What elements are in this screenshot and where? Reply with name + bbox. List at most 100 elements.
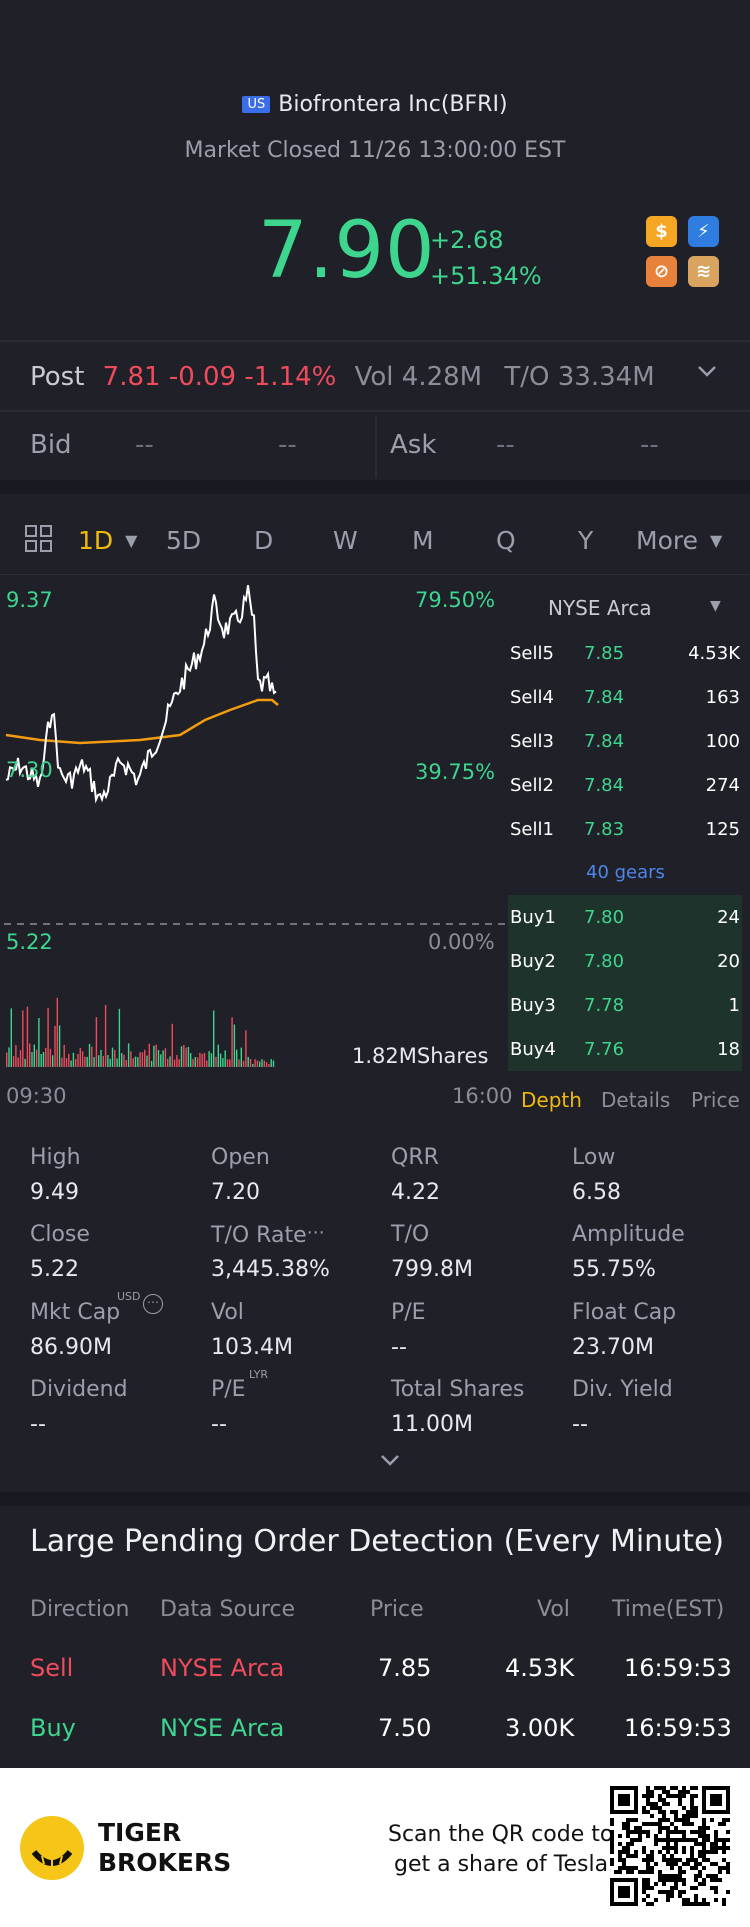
tab-depth[interactable]: Depth bbox=[521, 1088, 582, 1112]
tab-q[interactable]: Q bbox=[496, 526, 516, 555]
volume-bar bbox=[144, 1049, 146, 1067]
volume-bar bbox=[236, 1049, 238, 1067]
ask-label: Ask bbox=[390, 430, 437, 460]
volume-bar bbox=[187, 1046, 190, 1067]
volume-bar bbox=[231, 1017, 233, 1067]
tab-w[interactable]: W bbox=[333, 526, 358, 555]
stock-name: Biofrontera Inc(BFRI) bbox=[278, 92, 508, 117]
stat-open-value: 7.20 bbox=[211, 1180, 260, 1205]
order-book-buy4: Buy4 7.76 18 bbox=[510, 1027, 740, 1071]
level-price: 7.83 bbox=[584, 819, 625, 840]
intraday-chart[interactable] bbox=[0, 585, 510, 1085]
tiger-logo-icon bbox=[20, 1816, 84, 1880]
volume-bar bbox=[238, 1059, 240, 1067]
volume-bar bbox=[229, 1059, 231, 1067]
tab-price[interactable]: Price bbox=[691, 1088, 740, 1112]
volume-bar bbox=[61, 1057, 63, 1067]
grid-icon[interactable] bbox=[24, 524, 54, 554]
lightning-icon[interactable]: ⚡ bbox=[688, 216, 719, 247]
stock-title: US Biofrontera Inc(BFRI) bbox=[0, 92, 750, 117]
volume-bar bbox=[190, 1053, 192, 1067]
volume-bar bbox=[157, 1049, 160, 1067]
tab-1d[interactable]: 1D ▼ bbox=[78, 526, 137, 555]
stat-dividend-label: Dividend bbox=[30, 1377, 128, 1402]
tab-d[interactable]: D bbox=[254, 526, 274, 555]
tab-more[interactable]: More ▼ bbox=[636, 526, 722, 555]
stat-vol-value: 103.4M bbox=[211, 1335, 293, 1360]
volume-bar bbox=[272, 1060, 275, 1067]
volume-bar bbox=[88, 1043, 91, 1067]
volume-bar bbox=[77, 1054, 79, 1067]
info-icon[interactable]: ⋯ bbox=[306, 1222, 325, 1243]
stat-to-label: T/O bbox=[391, 1222, 430, 1247]
order-direction: Buy bbox=[30, 1714, 76, 1742]
level-price: 7.80 bbox=[584, 951, 625, 972]
col-vol: Vol bbox=[537, 1597, 570, 1622]
volume-bar bbox=[118, 1008, 121, 1067]
level-volume: 4.53K bbox=[688, 643, 740, 664]
tab-m[interactable]: M bbox=[412, 526, 434, 555]
info-icon[interactable]: ⋯ bbox=[143, 1294, 163, 1314]
volume-bar bbox=[199, 1052, 201, 1067]
volume-bar bbox=[12, 1056, 15, 1067]
volume-bar bbox=[19, 1050, 22, 1067]
order-book-sell4: Sell4 7.84 163 bbox=[510, 675, 740, 719]
volume-bar bbox=[102, 1056, 104, 1067]
time-start: 09:30 bbox=[6, 1084, 67, 1108]
stat-float-cap-label: Float Cap bbox=[572, 1300, 677, 1325]
stat-to-rate-value: 3,445.38% bbox=[211, 1257, 330, 1282]
col-price: Price bbox=[370, 1597, 424, 1622]
tab-y[interactable]: Y bbox=[578, 526, 594, 555]
volume-bar bbox=[114, 1050, 116, 1067]
qr-code-icon bbox=[610, 1786, 730, 1906]
volume-bar bbox=[270, 1059, 272, 1067]
volume-bar bbox=[98, 1055, 100, 1067]
exchange-selector[interactable]: NYSE Arca ▼ bbox=[548, 596, 728, 620]
volume-bar bbox=[6, 1052, 8, 1067]
volume-bar bbox=[81, 1051, 84, 1067]
stat-close-value: 5.22 bbox=[30, 1257, 79, 1282]
volume-bar bbox=[210, 1053, 213, 1067]
volume-bar bbox=[52, 1055, 54, 1067]
volume-bar bbox=[213, 1010, 215, 1067]
volume-bar bbox=[10, 1008, 12, 1067]
volume-bar bbox=[201, 1053, 203, 1067]
volume-bar bbox=[31, 1052, 33, 1067]
volume-bar bbox=[254, 1059, 256, 1067]
volume-bar bbox=[185, 1047, 187, 1067]
tab-details[interactable]: Details bbox=[601, 1088, 671, 1112]
volume-bar bbox=[249, 1058, 252, 1067]
change-percent: +51.34% bbox=[430, 262, 542, 290]
volume-bar bbox=[153, 1045, 155, 1067]
volume-bar bbox=[171, 1023, 173, 1067]
volume-bar bbox=[162, 1050, 164, 1067]
col-time: Time(EST) bbox=[612, 1597, 725, 1622]
volume-bar bbox=[17, 1057, 19, 1067]
dollar-icon[interactable]: $ bbox=[646, 216, 677, 247]
post-change: -0.09 bbox=[168, 362, 237, 392]
order-book-buy3: Buy3 7.78 1 bbox=[510, 983, 740, 1027]
volume-bar bbox=[148, 1043, 150, 1067]
chevron-down-icon[interactable] bbox=[696, 360, 718, 382]
y-axis-high: 9.37 bbox=[6, 588, 53, 612]
tab-5d[interactable]: 5D bbox=[166, 526, 202, 555]
stack-icon[interactable]: ≋ bbox=[688, 256, 719, 287]
expand-chevron-icon[interactable] bbox=[378, 1452, 402, 1468]
volume-bar bbox=[196, 1057, 199, 1067]
order-book-sell5: Sell5 7.85 4.53K bbox=[510, 631, 740, 675]
volume-bar bbox=[58, 1025, 61, 1067]
caret-down-icon: ▼ bbox=[709, 531, 723, 550]
gears-link[interactable]: 40 gears bbox=[586, 862, 665, 883]
ask-size: -- bbox=[640, 430, 659, 460]
stat-to-rate-text: T/O Rate bbox=[211, 1223, 307, 1248]
order-price: 7.50 bbox=[378, 1714, 432, 1742]
volume-bar bbox=[95, 1017, 98, 1067]
post-label: Post bbox=[30, 362, 85, 392]
cta-line2: get a share of Tesla bbox=[394, 1852, 609, 1877]
stat-div-yield-value: -- bbox=[572, 1412, 588, 1437]
volume-bar bbox=[215, 1056, 217, 1067]
volume-bar bbox=[35, 1049, 38, 1067]
no-short-icon[interactable]: ⊘ bbox=[646, 256, 677, 287]
volume-bar bbox=[79, 1047, 81, 1067]
stat-pe-value: -- bbox=[391, 1335, 407, 1360]
